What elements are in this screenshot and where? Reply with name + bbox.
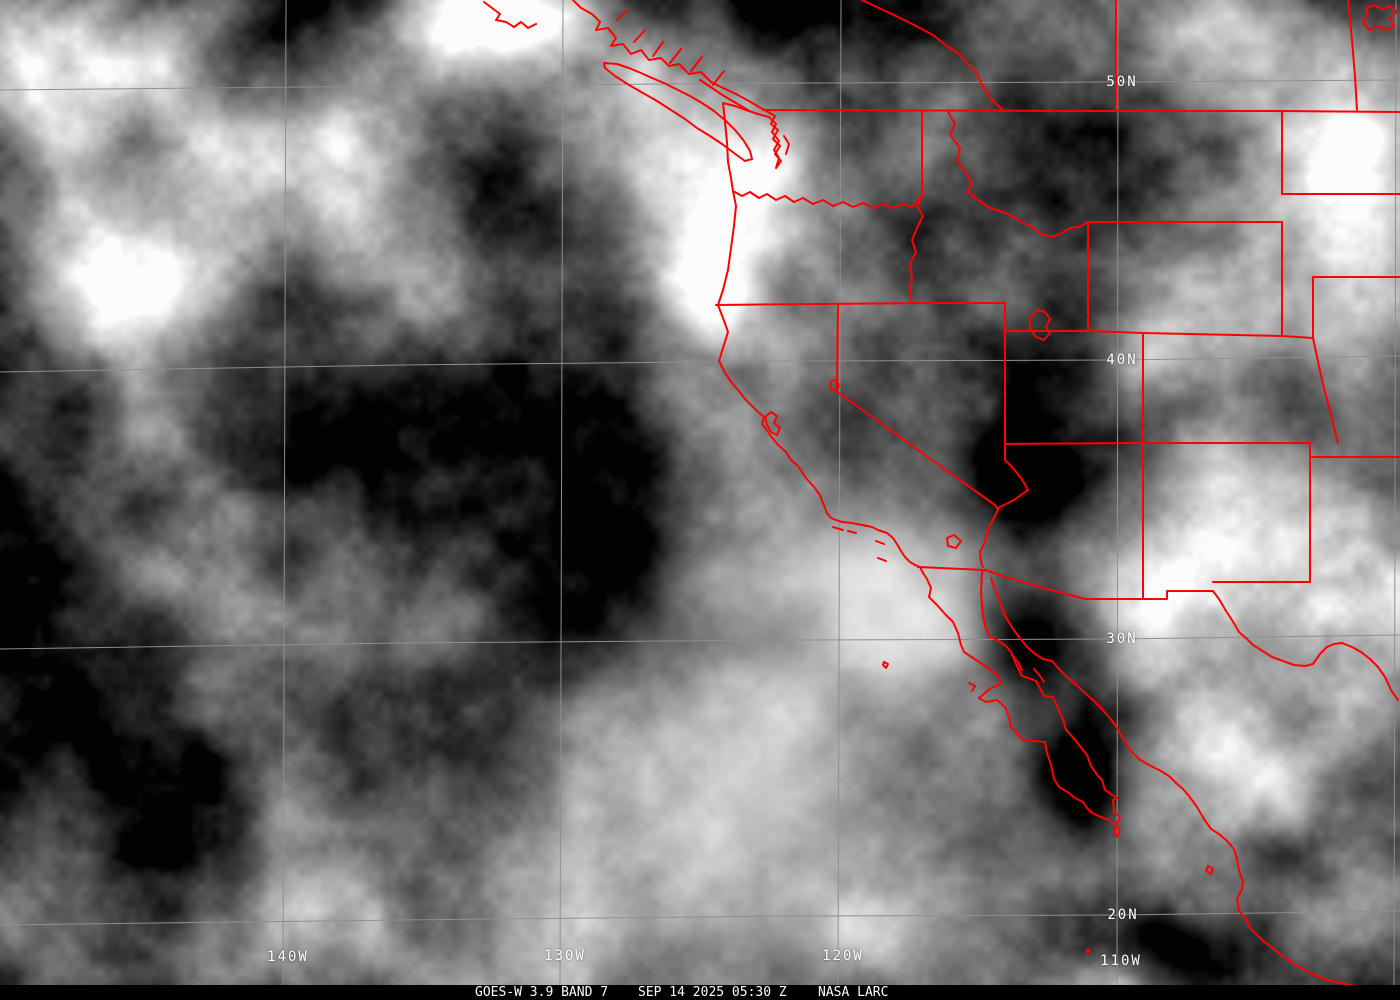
coastline-bc-fjord-3 bbox=[652, 41, 664, 57]
map-dot-0 bbox=[1085, 948, 1091, 954]
shape-great-salt-lake bbox=[1029, 309, 1051, 341]
shape-vancouver-island bbox=[603, 62, 753, 162]
border-california-nevada-diagonal bbox=[835, 304, 996, 506]
border-idaho-montana bbox=[947, 111, 1089, 238]
shape-san-francisco-bay bbox=[764, 411, 781, 436]
border-us-mexico-border bbox=[917, 566, 1214, 600]
shape-guadalupe-island bbox=[882, 661, 889, 669]
border-37th-parallel bbox=[1004, 442, 1311, 445]
border-california-arizona-river bbox=[979, 504, 999, 568]
border-us-canada-49th-parallel bbox=[762, 109, 1400, 113]
shape-sinaloa-island bbox=[1205, 865, 1214, 875]
coastline-sonora-sinaloa-coast bbox=[990, 577, 1353, 985]
coastline-channel-island-3 bbox=[875, 540, 885, 545]
coastline-gulf-island-1 bbox=[1011, 654, 1023, 671]
shape-saskatchewan-lake bbox=[1362, 4, 1398, 31]
border-colorado-east bbox=[1312, 337, 1339, 444]
longitude-line-edge bbox=[1393, 0, 1397, 985]
coastline-cedros-island bbox=[968, 682, 976, 692]
longitude-line-140W bbox=[282, 0, 287, 985]
border-colorado-north bbox=[1142, 332, 1314, 339]
latitude-line-30N bbox=[0, 634, 1400, 650]
agency-credit: NASA LARC bbox=[818, 985, 889, 1000]
coastline-channel-island-2 bbox=[847, 530, 857, 534]
latitude-line-50N bbox=[0, 79, 1400, 91]
border-rio-grande bbox=[1212, 590, 1399, 701]
border-nevada-arizona-river bbox=[997, 444, 1029, 509]
coastline-channel-island-1 bbox=[832, 526, 844, 531]
longitude-line-130W bbox=[559, 0, 564, 985]
coastline-bc-fjord-5 bbox=[690, 56, 703, 72]
shape-lake-tahoe bbox=[829, 379, 840, 392]
coastline-bc-fjord-4 bbox=[669, 48, 682, 64]
coastline-bc-fjord-2 bbox=[633, 29, 646, 43]
coastline-west-coast-and-baja bbox=[572, 0, 1121, 838]
coastline-haida-gwaii bbox=[483, 1, 537, 29]
coastline-strait-of-georgia bbox=[699, 79, 749, 111]
border-washington-oregon-idaho bbox=[909, 110, 924, 304]
longitude-line-110W bbox=[1116, 0, 1119, 985]
image-timestamp: SEP 14 2025 05:30 Z bbox=[638, 985, 787, 1000]
latitude-line-20N bbox=[0, 910, 1400, 926]
border-saskatchewan-manitoba bbox=[1347, 0, 1358, 111]
coastline-bc-fjord-6 bbox=[712, 70, 725, 86]
coastline-channel-island-4 bbox=[877, 557, 887, 562]
border-42nd-parallel-west bbox=[715, 302, 1006, 306]
latitude-line-40N bbox=[0, 355, 1400, 373]
border-bc-alberta-divide bbox=[861, 0, 1004, 111]
map-outlines bbox=[483, 0, 1400, 985]
longitude-line-120W bbox=[837, 0, 842, 985]
border-montana-east-and-south bbox=[1281, 110, 1400, 195]
border-columbia-river-border bbox=[732, 190, 923, 209]
caption-bar: GOES-W 3.9 BAND 7 SEP 14 2025 05:30 Z NA… bbox=[0, 985, 1400, 1000]
coastline-puget-sound-branch bbox=[783, 135, 790, 155]
coastline-bc-fjord-1 bbox=[616, 9, 628, 21]
product-title: GOES-W 3.9 BAND 7 bbox=[475, 985, 609, 1000]
shape-salton-sea bbox=[946, 534, 962, 549]
border-utah-north bbox=[1004, 330, 1144, 334]
coastline-gulf-island-2 bbox=[1033, 668, 1045, 683]
